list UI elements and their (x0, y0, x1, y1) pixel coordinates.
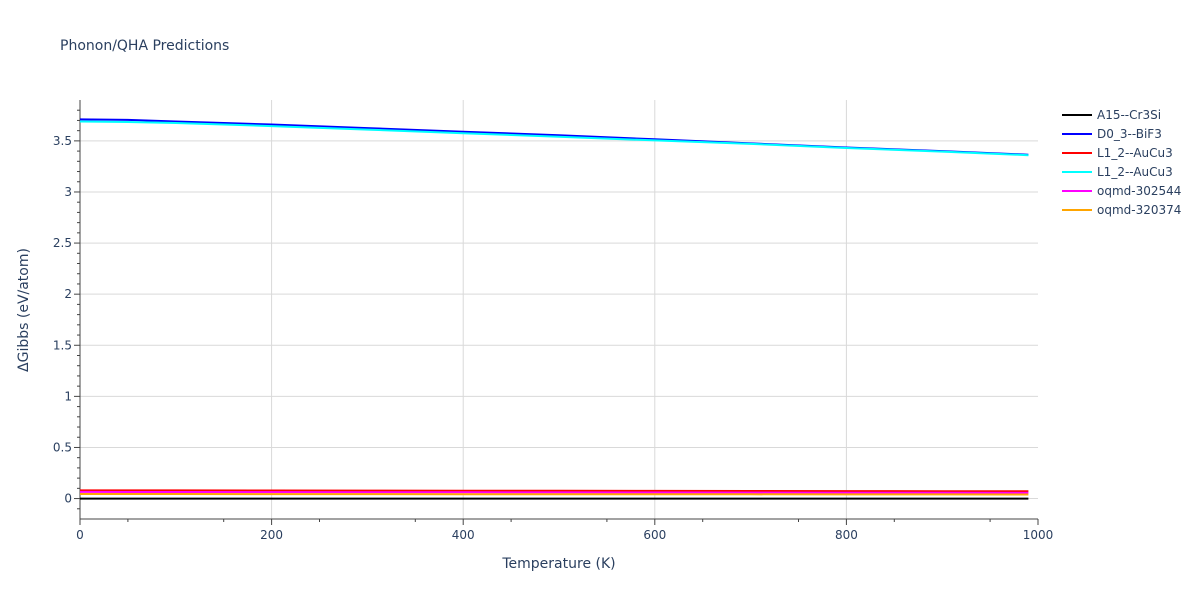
series-layer (79, 118, 1029, 500)
legend-item[interactable]: L1_2--AuCu3 (1062, 165, 1173, 179)
y-tick-label: 0.5 (53, 440, 72, 454)
x-tick-label: 600 (643, 528, 666, 542)
y-tick-label: 1.5 (53, 338, 72, 352)
legend-item[interactable]: A15--Cr3Si (1062, 108, 1161, 122)
legend-label: A15--Cr3Si (1097, 108, 1161, 122)
legend-label: oqmd-320374 (1097, 203, 1181, 217)
x-tick-label: 1000 (1023, 528, 1054, 542)
y-tick-label: 3.5 (53, 134, 72, 148)
y-tick-label: 3 (64, 185, 72, 199)
legend-label: D0_3--BiF3 (1097, 127, 1162, 141)
x-tick-label: 800 (835, 528, 858, 542)
y-tick-label: 1 (64, 389, 72, 403)
chart-title: Phonon/QHA Predictions (60, 38, 229, 54)
legend-item[interactable]: D0_3--BiF3 (1062, 127, 1162, 141)
legend-label: L1_2--AuCu3 (1097, 165, 1173, 179)
legend-label: oqmd-302544 (1097, 184, 1181, 198)
legend-label: L1_2--AuCu3 (1097, 146, 1173, 160)
series-line (80, 489, 1029, 493)
x-tick-label: 200 (260, 528, 283, 542)
series-line (79, 120, 1029, 157)
x-axis-title: Temperature (K) (501, 556, 615, 572)
legend-item[interactable]: oqmd-320374 (1062, 203, 1181, 217)
legend-item[interactable]: L1_2--AuCu3 (1062, 146, 1173, 160)
legend-item[interactable]: oqmd-302544 (1062, 184, 1181, 198)
axes: 0 200 400 600 800 1000 0 0.5 1 1.5 2 2.5 3 3.5 (53, 100, 1053, 542)
series-line (79, 490, 1029, 494)
series-line (80, 493, 1029, 496)
x-tick-label: 0 (76, 528, 84, 542)
legend[interactable]: A15--Cr3Si D0_3--BiF3 L1_2--AuCu3 L1_2--AuC… (1062, 108, 1181, 217)
x-tick-label: 400 (452, 528, 475, 542)
y-tick-label: 0 (64, 492, 72, 506)
y-axis-title: ΔGibbs (eV/atom) (16, 248, 32, 372)
y-tick-label: 2 (64, 287, 72, 301)
y-tick-label: 2.5 (53, 236, 72, 250)
